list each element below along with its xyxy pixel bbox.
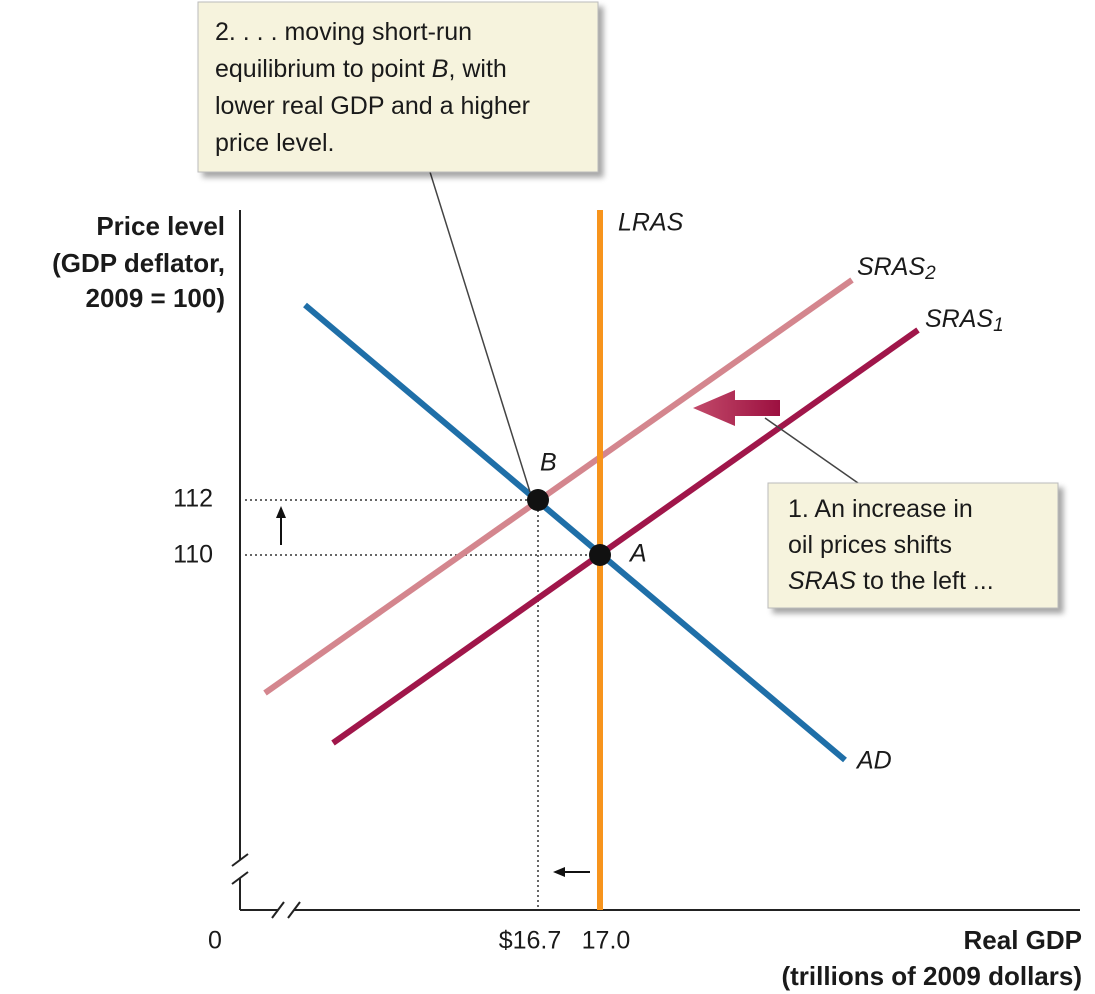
callout-segment: , with — [448, 55, 506, 83]
leader-line — [429, 171, 531, 493]
callout-box — [767, 482, 1059, 609]
callout-line: oil prices shifts — [788, 531, 952, 559]
callout-line: lower real GDP and a higher — [215, 92, 530, 120]
sras2-curve — [263, 277, 854, 696]
callout-line: price level. — [215, 129, 335, 157]
callout-line: 2. . . . moving short-run — [215, 18, 472, 46]
leader-line — [764, 417, 859, 484]
callout-segment: 2. . . . moving short-run — [215, 18, 472, 46]
shift-arrow — [693, 390, 780, 426]
guides — [245, 499, 600, 908]
curve-subscript: 1 — [993, 315, 1004, 336]
x-tick-label: 17.0 — [582, 927, 631, 955]
callout-text: 2. . . . moving short-run equilibrium to … — [215, 18, 530, 157]
callout-text: 1. An increase in oil prices shifts SRAS t… — [788, 495, 994, 595]
axes — [231, 210, 1080, 919]
curve-label: SRAS2 — [857, 253, 936, 284]
callout-line: SRAS to the left ... — [788, 567, 994, 595]
curve-label: LRAS — [618, 209, 684, 237]
callout-segment: to the left ... — [856, 567, 994, 595]
point-label: B — [540, 449, 557, 477]
point-label: A — [628, 540, 647, 568]
curve-label: SRAS1 — [925, 305, 1004, 336]
callout-segment: B — [432, 55, 449, 83]
curve-label: AD — [855, 747, 892, 775]
curve-name: SRAS — [925, 305, 993, 333]
point-b — [527, 489, 549, 511]
callout-segment: 1. An increase in — [788, 495, 973, 523]
point-a — [589, 544, 611, 566]
callout-segment: SRAS — [788, 567, 856, 595]
y-axis-label: Price level — [96, 211, 225, 241]
callout-segment: oil prices shifts — [788, 531, 952, 559]
ad-curve — [303, 302, 847, 763]
x-axis-label: Real GDP — [964, 925, 1083, 955]
x-axis-label: (trillions of 2009 dollars) — [781, 961, 1082, 991]
sras1-curve — [331, 327, 920, 746]
callout-segment: equilibrium to point — [215, 55, 432, 83]
y-axis-label: (GDP deflator, — [52, 248, 225, 278]
callout-segment: price level. — [215, 129, 335, 157]
callout-line: 1. An increase in — [788, 495, 973, 523]
small-arrows — [276, 506, 590, 877]
callout-box — [197, 1, 599, 173]
y-axis-label: 2009 = 100) — [85, 283, 225, 313]
y-tick-label: 110 — [173, 541, 213, 569]
origin-label: 0 — [208, 927, 222, 955]
callout-line: equilibrium to point B, with — [215, 55, 507, 83]
x-tick-label: $16.7 — [499, 927, 562, 955]
callout-segment: lower real GDP and a higher — [215, 92, 530, 120]
curve-name: SRAS — [857, 253, 925, 281]
y-tick-label: 112 — [173, 485, 213, 513]
curve-subscript: 2 — [924, 263, 936, 284]
